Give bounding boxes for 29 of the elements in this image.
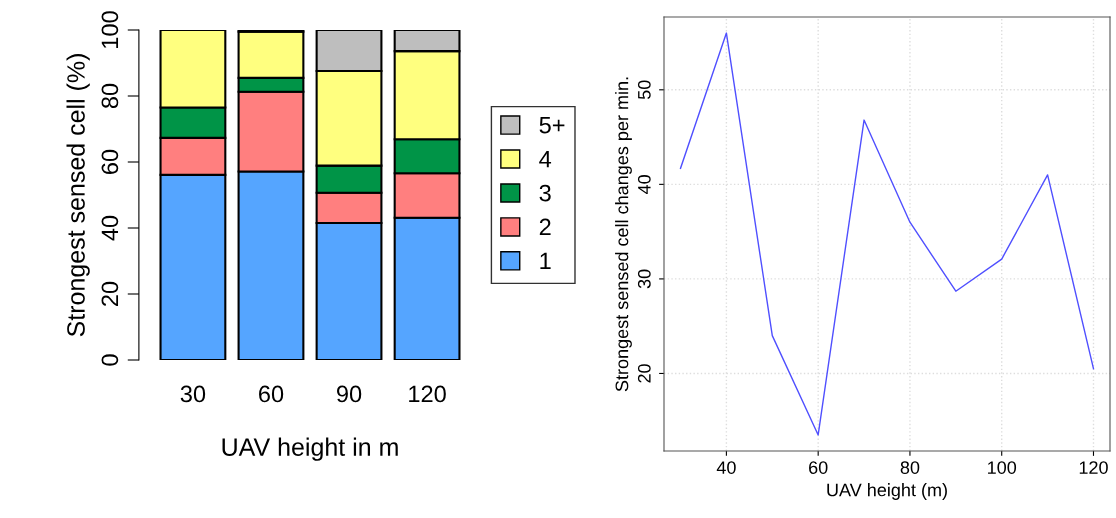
y-tick-label: 60 xyxy=(101,149,119,174)
x-axis-title: UAV height (m) xyxy=(827,483,947,500)
y-tick-label: 30 xyxy=(637,269,651,289)
y-tick-label: 0 xyxy=(101,354,119,366)
y-tick-label: 20 xyxy=(101,281,119,306)
y-axis-title: Strongest sensed cell changes per min. xyxy=(615,77,632,392)
y-tick-label: 40 xyxy=(637,175,651,194)
y-tick-label: 50 xyxy=(637,80,651,100)
line-series xyxy=(679,32,1095,436)
x-tick-label: 60 xyxy=(259,385,284,403)
x-tick-label: 120 xyxy=(409,385,446,403)
legend-label: 3 xyxy=(539,184,551,202)
x-tick-label: 40 xyxy=(716,461,736,474)
y-tick-label: 40 xyxy=(101,215,119,241)
x-tick-label: 30 xyxy=(180,385,206,403)
legend-label: 1 xyxy=(540,252,551,270)
x-tick-label: 100 xyxy=(988,461,1017,474)
x-tick-label: 60 xyxy=(809,461,828,474)
legend-label: 2 xyxy=(539,218,551,236)
x-axis-title: UAV height in m xyxy=(222,437,398,461)
x-tick-label: 80 xyxy=(900,461,920,474)
legend-label: 5+ xyxy=(539,117,565,134)
y-axis-title: Strongest sensed cell (%) xyxy=(66,54,90,337)
y-tick-label: 20 xyxy=(637,364,651,383)
x-tick-label: 90 xyxy=(337,385,362,403)
y-tick-label: 100 xyxy=(101,11,119,48)
y-tick-label: 80 xyxy=(101,83,119,109)
x-tick-label: 120 xyxy=(1079,461,1108,474)
legend-label: 4 xyxy=(539,150,552,168)
